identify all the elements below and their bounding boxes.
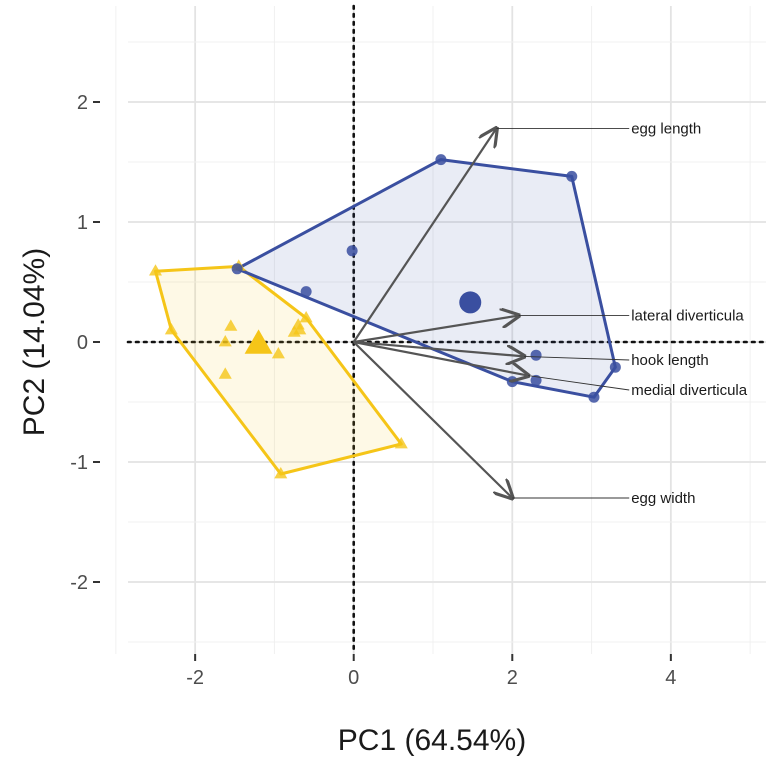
x-tick-label-2: 2 xyxy=(507,667,518,689)
x-tick-label-1: 0 xyxy=(348,667,359,689)
y-tick-label-0: -2 xyxy=(70,572,88,594)
point-group-1-2 xyxy=(164,323,178,335)
grid xyxy=(115,6,766,654)
loading-arrow-2 xyxy=(353,340,524,356)
centroid-group-2 xyxy=(459,291,482,314)
loading-leader-2 xyxy=(524,355,630,361)
group-hulls xyxy=(154,158,617,476)
loading-arrow-0 xyxy=(352,128,497,343)
point-group-1-12 xyxy=(394,437,408,449)
x-tick-label-3: 4 xyxy=(665,667,676,689)
loading-arrow-4 xyxy=(352,341,513,498)
point-group-2-0 xyxy=(231,263,243,275)
point-group-1-0 xyxy=(148,264,163,276)
y-axis-title: PC2 (14.04%) xyxy=(18,248,51,436)
point-group-2-3 xyxy=(435,154,447,166)
point-group-1-6 xyxy=(271,347,285,359)
y-tick-label-1: -1 xyxy=(70,452,88,474)
reference-lines xyxy=(126,4,766,656)
y-tick-label-4: 2 xyxy=(77,92,88,114)
point-group-1-4 xyxy=(218,335,232,347)
point-group-2-8 xyxy=(530,374,542,386)
y-tick-label-2: 0 xyxy=(77,332,88,354)
point-group-1-3 xyxy=(224,319,238,331)
point-group-2-7 xyxy=(506,376,518,388)
x-axis-title: PC1 (64.54%) xyxy=(338,724,526,757)
loading-arrow-1 xyxy=(353,316,519,344)
loading-arrows: egg length lateral diverticula hook length… xyxy=(352,120,748,507)
point-group-1-11 xyxy=(274,467,288,479)
y-tick-label-3: 1 xyxy=(77,212,88,234)
centroid-group-1 xyxy=(244,329,273,354)
point-group-2-4 xyxy=(566,170,578,182)
loading-label-0: egg length xyxy=(631,120,701,137)
point-group-1-8 xyxy=(299,311,313,323)
loading-label-4: egg width xyxy=(631,490,695,507)
point-group-2-9 xyxy=(530,349,542,361)
point-group-1-5 xyxy=(218,367,232,379)
point-group-2-6 xyxy=(588,391,600,403)
x-tick-label-0: -2 xyxy=(186,667,204,689)
point-group-1-10 xyxy=(293,323,307,335)
data-points xyxy=(148,154,621,479)
loading-label-2: hook length xyxy=(631,352,709,369)
loading-label-1: lateral diverticula xyxy=(631,308,744,325)
loading-label-3: medial diverticula xyxy=(631,382,748,399)
point-group-2-2 xyxy=(346,245,358,257)
loading-leader-3 xyxy=(528,375,630,391)
loading-arrow-3 xyxy=(353,340,528,376)
point-group-2-1 xyxy=(300,286,312,298)
axis-ticks: -2 0 2 4 -2 -1 0 1 2 xyxy=(70,92,676,689)
point-group-2-5 xyxy=(609,361,621,373)
